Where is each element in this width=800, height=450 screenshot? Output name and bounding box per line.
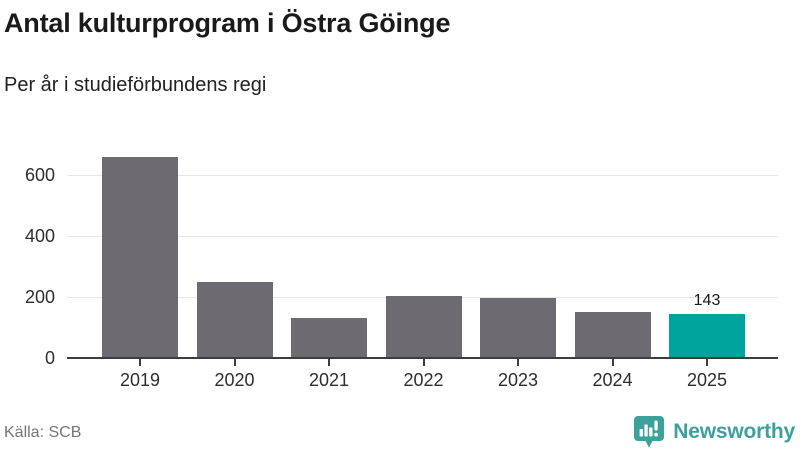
y-tick-label-0: 0 xyxy=(44,348,55,368)
x-tick-2024 xyxy=(611,359,614,366)
x-tick-label-2021: 2021 xyxy=(308,370,350,390)
gridline-600 xyxy=(67,175,778,176)
bar-2019 xyxy=(102,156,178,358)
source-caption: Källa: SCB xyxy=(4,424,82,441)
bar-2023 xyxy=(480,298,556,358)
x-tick-2019 xyxy=(139,359,141,366)
y-tick-label-600: 600 xyxy=(24,165,55,185)
chart-subtitle: Per år i studieförbundens regi xyxy=(4,74,267,96)
x-axis-line xyxy=(67,357,778,359)
bar-2021 xyxy=(291,318,367,358)
x-tick-label-2022: 2022 xyxy=(403,370,444,390)
x-tick-label-2024: 2024 xyxy=(592,370,633,390)
y-tick-label-200: 200 xyxy=(24,287,55,307)
x-tick-2020 xyxy=(233,359,236,366)
x-tick-2025 xyxy=(706,359,708,366)
x-tick-label-2023: 2023 xyxy=(497,370,539,390)
gridline-400 xyxy=(67,236,778,237)
x-tick-label-2025: 2025 xyxy=(686,370,728,390)
bar-2020 xyxy=(196,281,273,358)
chart-title: Antal kulturprogram i Östra Göinge xyxy=(4,8,451,38)
bar-2024 xyxy=(574,312,651,358)
bar-2025 xyxy=(669,314,745,358)
bar-value-label: 143 xyxy=(693,292,721,310)
newsworthy-logo[interactable]: Newsworthy xyxy=(633,415,795,448)
x-tick-2023 xyxy=(517,359,519,366)
x-tick-label-2019: 2019 xyxy=(119,370,161,390)
y-tick-label-400: 400 xyxy=(24,226,55,246)
newsworthy-wordmark: Newsworthy xyxy=(673,419,795,443)
bar-2022 xyxy=(385,295,462,358)
x-tick-2021 xyxy=(328,359,330,366)
newsworthy-logo-icon xyxy=(634,416,665,448)
x-tick-2022 xyxy=(422,359,425,366)
x-tick-label-2020: 2020 xyxy=(214,370,255,390)
